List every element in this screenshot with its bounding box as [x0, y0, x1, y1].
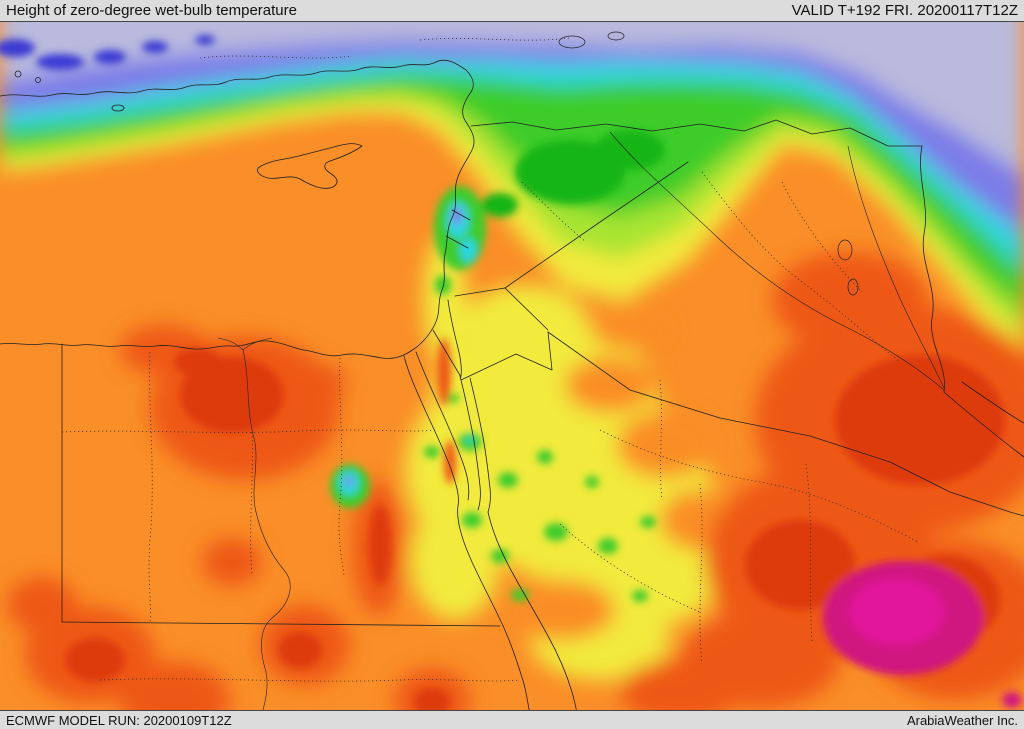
map-title: Height of zero-degree wet-bulb temperatu…	[6, 2, 297, 19]
footer-bar: ECMWF MODEL RUN: 20200109T12Z ArabiaWeat…	[0, 710, 1024, 729]
valid-time-label: VALID T+192 FRI. 20200117T12Z	[791, 2, 1018, 19]
admin-borders-dotted	[61, 37, 919, 682]
country-borders	[0, 59, 1024, 729]
model-run-label: ECMWF MODEL RUN: 20200109T12Z	[6, 712, 232, 728]
contour-detail	[0, 35, 1022, 716]
attribution-label: ArabiaWeather Inc.	[906, 712, 1018, 728]
header-bar: Height of zero-degree wet-bulb temperatu…	[0, 0, 1024, 22]
lakes	[558, 31, 859, 296]
rivers	[217, 131, 945, 729]
